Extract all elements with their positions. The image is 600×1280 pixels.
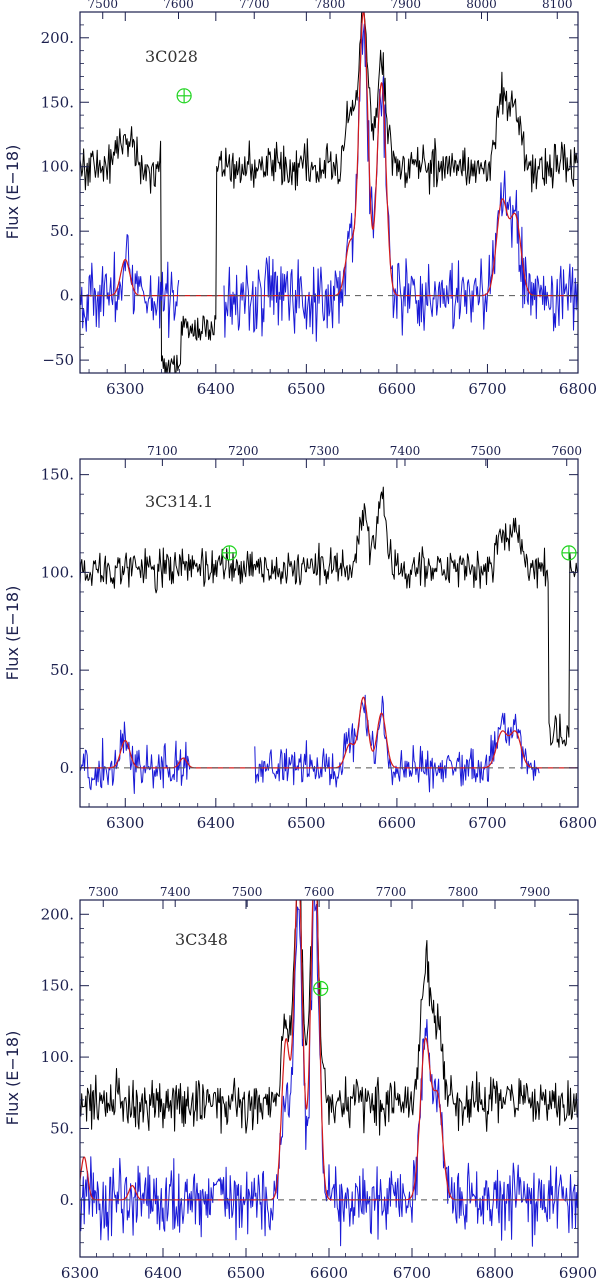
y-tick-label: 200. xyxy=(41,905,74,923)
x-tick-label: 6500 xyxy=(227,1264,265,1280)
top-x-tick-label: 7500 xyxy=(87,0,118,11)
plot-frame xyxy=(79,458,579,808)
y-axis-label: Flux (E−18) xyxy=(3,586,22,681)
object-name: 3C314.1 xyxy=(145,492,213,511)
y-tick-label: 150. xyxy=(41,977,74,995)
object-name: 3C348 xyxy=(175,930,228,949)
y-tick-label: 200. xyxy=(41,29,74,47)
top-x-tick-label: 7500 xyxy=(232,885,263,899)
y-tick-label: 100. xyxy=(41,158,74,176)
plot-frame xyxy=(79,899,579,1258)
panel-3C028: 6300 6400 6500 6600 6700 6800 7500 7600 7700 7800… xyxy=(3,0,597,398)
x-tick-label: 6600 xyxy=(378,380,416,398)
x-tick-label: 6800 xyxy=(476,1264,514,1280)
x-tick-label: 6300 xyxy=(106,380,144,398)
y-tick-label: 50. xyxy=(50,1119,74,1137)
y-tick-label: 50. xyxy=(50,661,74,679)
observed-spectrum-line xyxy=(80,12,578,373)
top-x-tick-label: 7700 xyxy=(239,0,270,11)
plot-area xyxy=(80,900,578,1247)
x-tick-label: 6700 xyxy=(393,1264,431,1280)
top-x-tick-label: 7600 xyxy=(163,0,194,11)
top-x-tick-label: 7300 xyxy=(309,444,340,458)
y-tick-label: 0. xyxy=(60,287,74,305)
y-axis-label: Flux (E−18) xyxy=(3,1031,22,1126)
y-axis-label: Flux (E−18) xyxy=(3,145,22,240)
x-tick-label: 6800 xyxy=(559,814,597,832)
y-tick-label: 150. xyxy=(41,93,74,111)
x-tick-label: 6700 xyxy=(468,380,506,398)
x-tick-label: 6300 xyxy=(61,1264,99,1280)
panel-3C314.1: 6300 6400 6500 6600 6700 6800 7100 7200 7300 7400… xyxy=(3,444,597,832)
telluric-earth-icon xyxy=(221,545,237,561)
top-x-tick-label: 7600 xyxy=(304,885,335,899)
residual-spectrum-line xyxy=(80,900,578,1247)
y-tick-label: −50 xyxy=(42,351,74,369)
top-x-tick-label: 7800 xyxy=(315,0,346,11)
plot-area xyxy=(80,12,578,373)
top-x-tick-label: 7700 xyxy=(376,885,407,899)
plot-area xyxy=(80,486,578,794)
top-x-tick-label: 7200 xyxy=(228,444,259,458)
y-tick-label: 0. xyxy=(60,1191,74,1209)
x-tick-label: 6500 xyxy=(287,814,325,832)
panel-3C348: 6300 6400 6500 6600 6700 6800 6900 7300 7400 7500… xyxy=(3,885,597,1280)
y-tick-label: 150. xyxy=(41,466,74,484)
x-tick-label: 6400 xyxy=(144,1264,182,1280)
x-tick-label: 6400 xyxy=(197,814,235,832)
top-x-tick-label: 7400 xyxy=(160,885,191,899)
top-x-tick-label: 8100 xyxy=(542,0,573,11)
object-name: 3C028 xyxy=(145,47,198,66)
telluric-earth-icon xyxy=(561,545,577,561)
top-x-tick-label: 7800 xyxy=(448,885,479,899)
residual-spectrum-line xyxy=(80,22,578,342)
x-tick-label: 6500 xyxy=(287,380,325,398)
top-x-tick-label: 7900 xyxy=(390,0,421,11)
x-tick-label: 6300 xyxy=(106,814,144,832)
x-tick-label: 6600 xyxy=(310,1264,348,1280)
x-tick-label: 6600 xyxy=(378,814,416,832)
telluric-earth-icon xyxy=(176,88,192,104)
x-tick-label: 6700 xyxy=(468,814,506,832)
x-tick-label: 6900 xyxy=(559,1264,597,1280)
residual-spectrum-line xyxy=(80,694,540,794)
top-x-tick-label: 7900 xyxy=(520,885,551,899)
y-tick-label: 0. xyxy=(60,759,74,777)
top-x-tick-label: 7300 xyxy=(88,885,119,899)
x-tick-label: 6800 xyxy=(559,380,597,398)
x-tick-label: 6400 xyxy=(197,380,235,398)
y-tick-label: 100. xyxy=(41,563,74,581)
telluric-earth-icon xyxy=(313,980,329,997)
y-tick-label: 100. xyxy=(41,1048,74,1066)
y-tick-label: 50. xyxy=(50,222,74,240)
top-x-tick-label: 8000 xyxy=(466,0,497,11)
top-x-tick-label: 7100 xyxy=(147,444,178,458)
top-x-tick-label: 7400 xyxy=(390,444,421,458)
top-x-tick-label: 7500 xyxy=(471,444,502,458)
observed-spectrum-line xyxy=(80,900,578,1136)
top-x-tick-label: 7600 xyxy=(551,444,582,458)
observed-spectrum-line xyxy=(80,486,578,748)
